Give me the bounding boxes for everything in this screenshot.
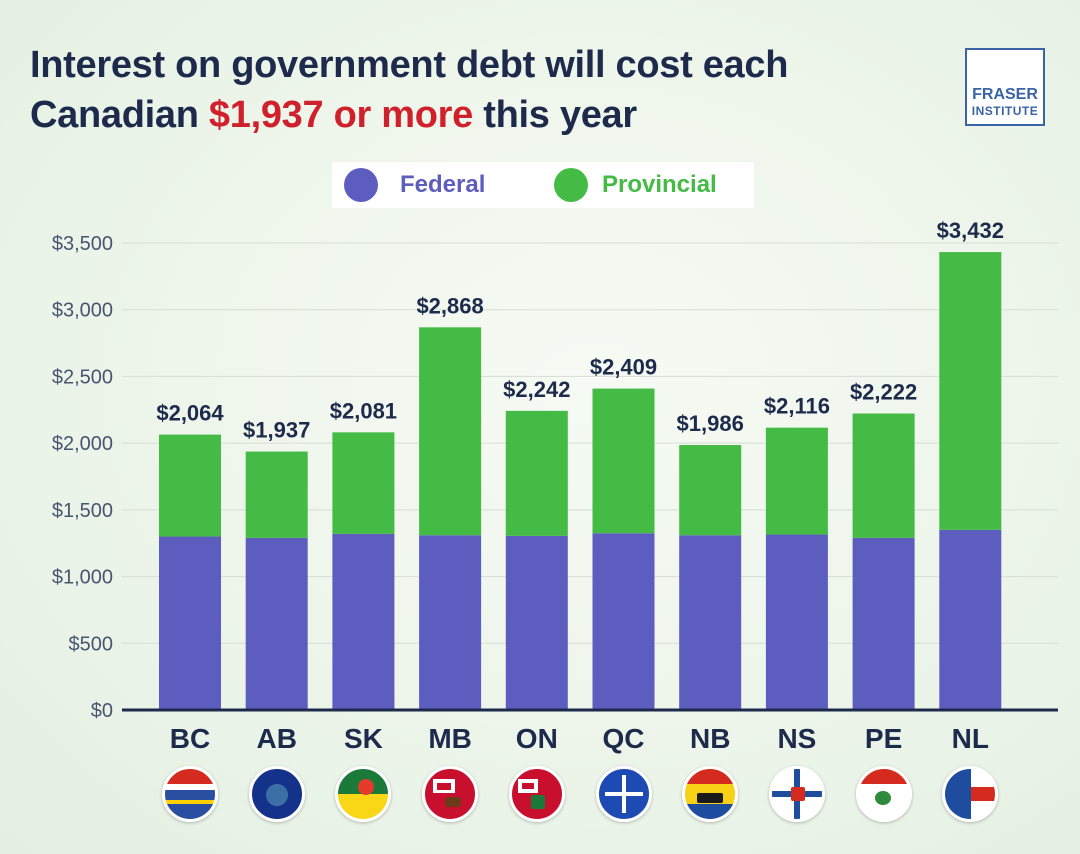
fraser-institute-logo: FRASER INSTITUTE bbox=[965, 48, 1045, 126]
x-tick-label: PE bbox=[865, 723, 902, 754]
x-tick-label: BC bbox=[170, 723, 210, 754]
logo-line-1: FRASER bbox=[972, 86, 1038, 103]
qc-flag-icon bbox=[595, 766, 652, 822]
legend-label-federal: Federal bbox=[400, 171, 486, 198]
chart-title: Interest on government debt will cost ea… bbox=[30, 40, 910, 140]
x-tick-label: NB bbox=[690, 723, 730, 754]
bar-federal bbox=[245, 537, 308, 710]
provincial-swatch bbox=[554, 168, 588, 202]
bar-provincial bbox=[765, 427, 828, 535]
title-line-1: Interest on government debt will cost ea… bbox=[30, 44, 789, 86]
bar-total-label: $2,064 bbox=[156, 401, 224, 426]
y-tick-label: $0 bbox=[91, 700, 113, 722]
bar-provincial bbox=[245, 451, 308, 538]
bar-provincial bbox=[592, 388, 655, 534]
bar-federal bbox=[592, 533, 655, 710]
ns-flag-icon bbox=[768, 766, 825, 822]
bc-flag-icon bbox=[162, 766, 218, 822]
bar-federal bbox=[939, 529, 1002, 710]
bar-federal bbox=[679, 535, 742, 710]
x-tick-label: QC bbox=[603, 723, 645, 754]
on-flag-icon bbox=[508, 766, 565, 822]
y-tick-label: $500 bbox=[69, 633, 114, 655]
legend-item-provincial: Provincial bbox=[554, 168, 717, 202]
bar-federal bbox=[159, 536, 221, 710]
bar-total-label: $1,937 bbox=[243, 418, 310, 443]
y-tick-label: $3,000 bbox=[52, 300, 113, 322]
legend-label-provincial: Provincial bbox=[602, 171, 717, 198]
bar-federal bbox=[419, 535, 482, 710]
bar-provincial bbox=[679, 445, 742, 536]
bar-total-label: $3,432 bbox=[937, 218, 1004, 243]
bar-provincial bbox=[159, 434, 221, 537]
y-tick-label: $1,500 bbox=[52, 500, 113, 522]
ab-flag-icon bbox=[248, 766, 305, 822]
legend-item-federal: Federal bbox=[344, 168, 554, 202]
bar-provincial bbox=[505, 410, 568, 536]
sk-flag-icon bbox=[335, 766, 392, 822]
legend: Federal Provincial bbox=[332, 162, 754, 208]
nl-flag-icon bbox=[942, 766, 999, 822]
bar-total-label: $1,986 bbox=[677, 411, 744, 436]
bar-provincial bbox=[419, 327, 482, 536]
bar-provincial bbox=[332, 432, 395, 534]
bar-federal bbox=[852, 537, 915, 710]
nb-flag-icon bbox=[682, 766, 739, 822]
bar-total-label: $2,116 bbox=[764, 394, 830, 419]
title-accent: $1,937 or more bbox=[208, 94, 473, 136]
bar-total-label: $2,409 bbox=[590, 355, 657, 380]
y-tick-label: $1,000 bbox=[52, 567, 113, 589]
x-tick-label: NS bbox=[777, 723, 816, 754]
x-tick-label: AB bbox=[256, 723, 296, 754]
bar-provincial bbox=[852, 413, 915, 538]
y-tick-label: $3,500 bbox=[52, 233, 113, 255]
x-tick-label: NL bbox=[952, 723, 989, 754]
bar-federal bbox=[332, 533, 395, 710]
title-line-2-post: this year bbox=[472, 94, 637, 136]
bar-total-label: $2,242 bbox=[503, 377, 570, 402]
bar-total-label: $2,868 bbox=[416, 293, 483, 318]
pe-flag-icon bbox=[855, 766, 912, 822]
x-tick-label: MB bbox=[428, 723, 472, 754]
bar-total-label: $2,222 bbox=[850, 380, 917, 405]
x-tick-label: ON bbox=[516, 723, 558, 754]
logo-line-2: INSTITUTE bbox=[971, 104, 1039, 118]
title-line-2: Canadian $1,937 or more this year bbox=[30, 90, 910, 140]
x-tick-label: SK bbox=[344, 723, 383, 754]
title-line-2-pre: Canadian bbox=[30, 94, 209, 136]
y-tick-label: $2,500 bbox=[52, 366, 113, 388]
bar-provincial bbox=[939, 252, 1002, 530]
bar-total-label: $2,081 bbox=[330, 398, 397, 423]
mb-flag-icon bbox=[422, 766, 479, 822]
bar-federal bbox=[505, 535, 568, 710]
y-tick-label: $2,000 bbox=[52, 433, 113, 455]
bar-federal bbox=[765, 534, 828, 710]
federal-swatch bbox=[344, 168, 378, 202]
